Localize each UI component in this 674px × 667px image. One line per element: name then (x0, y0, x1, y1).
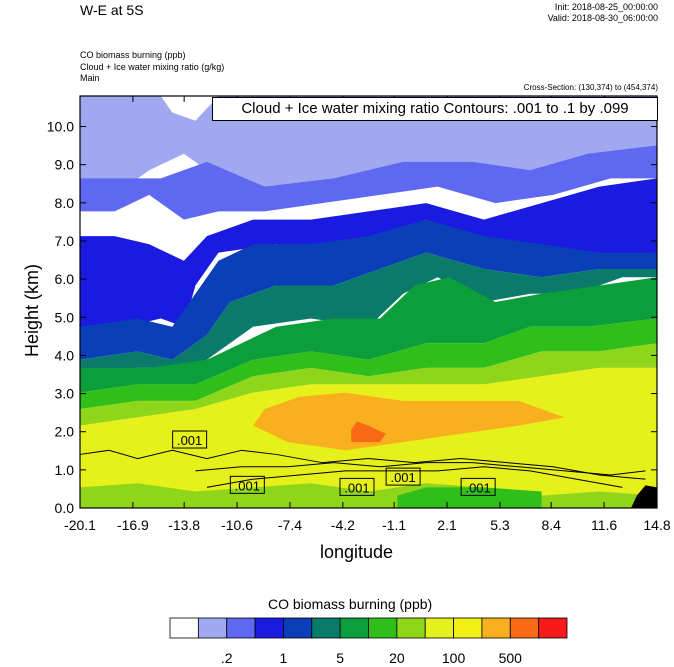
co-band-10 (351, 421, 386, 443)
valid-time: Valid: 2018-08-30_06:00:00 (547, 13, 658, 23)
co-band-7 (80, 343, 657, 426)
contour-label: .001 (465, 480, 490, 495)
colorbar-swatch (424, 617, 454, 639)
x-tick-label: 5.3 (490, 517, 510, 533)
co-band-12 (397, 487, 542, 508)
colorbar-title: CO biomass burning (ppb) (268, 596, 433, 612)
colorbar-label: 5 (336, 650, 344, 666)
cross-section-label: Cross-Section: (130,374) to (454,374) (523, 83, 658, 92)
colorbar-swatch (509, 617, 540, 639)
x-axis-label: longitude (320, 542, 394, 562)
y-tick-label: 4.0 (55, 347, 75, 363)
contour-info-box: Cloud + Ice water mixing ratio Contours:… (212, 97, 658, 121)
co-band-3 (80, 219, 657, 360)
y-tick-label: 5.0 (55, 309, 75, 325)
contour-label-box (385, 467, 421, 486)
colorbar-swatch (283, 617, 313, 639)
colorbar-label: 500 (499, 650, 523, 666)
plot-frame (79, 95, 658, 509)
plot-title: W-E at 5S (80, 2, 144, 18)
contour-label: .001 (235, 478, 260, 493)
y-tick-label: 9.0 (55, 157, 75, 173)
y-tick-label: 2.0 (55, 424, 75, 440)
colorbar-label: 100 (442, 650, 466, 666)
colorbar-label: 20 (389, 650, 405, 666)
x-tick-label: -7.4 (278, 517, 302, 533)
x-tick-label: -13.8 (168, 517, 200, 533)
y-tick-label: 1.0 (55, 462, 75, 478)
terrain (631, 485, 657, 508)
contour-label-box (460, 477, 496, 496)
contour-label-box (339, 477, 375, 496)
x-tick-label: -20.1 (64, 517, 96, 533)
cloud-contour-1 (206, 466, 623, 488)
contour-label-box (172, 430, 208, 449)
contour-label-box (229, 475, 265, 494)
colorbar-label: 1 (280, 650, 288, 666)
y-tick-label: 3.0 (55, 386, 75, 402)
x-tick-label: -16.9 (117, 517, 149, 533)
x-tick-label: -1.1 (382, 517, 406, 533)
colorbar-swatch (226, 617, 256, 639)
y-tick-label: 6.0 (55, 271, 75, 287)
init-time: Init: 2018-08-25_00:00:00 (554, 2, 658, 12)
colorbar-swatch (538, 617, 568, 639)
co-band-6 (80, 318, 657, 410)
colorbar-swatch (368, 617, 398, 639)
contour-label: .001 (344, 480, 369, 495)
y-tick-label: 7.0 (55, 233, 75, 249)
y-tick-label: 0.0 (55, 500, 75, 516)
colorbar-swatch (339, 617, 369, 639)
y-tick-label: 8.0 (55, 195, 75, 211)
field-label-co: CO biomass burning (ppb) (80, 50, 186, 60)
x-tick-label: -4.2 (331, 517, 355, 533)
colorbar-swatch (481, 617, 511, 639)
co-band-5 (80, 277, 657, 393)
co-band-4 (80, 252, 657, 377)
x-tick-label: -10.6 (221, 517, 253, 533)
x-tick-label: 14.8 (643, 517, 670, 533)
y-axis-label: Height (km) (22, 263, 43, 358)
colorbar-swatch (311, 617, 341, 639)
field-label-cloud: Cloud + Ice water mixing ratio (g/kg) (80, 62, 225, 72)
colorbar-swatch (453, 617, 483, 639)
colorbar-swatch (197, 617, 228, 639)
x-tick-label: 8.4 (541, 517, 561, 533)
contour-label: .001 (177, 433, 202, 448)
colorbar-swatch (169, 617, 199, 639)
colorbar-label: .2 (221, 650, 233, 666)
x-tick-label: 2.1 (437, 517, 457, 533)
cloud-contour-0 (79, 449, 646, 480)
cloud-contour-2 (195, 462, 646, 476)
field-label-main: Main (80, 73, 100, 83)
colorbar-swatch (254, 617, 284, 639)
contour-label: .001 (390, 470, 415, 485)
co-band-9 (253, 392, 565, 451)
x-tick-label: 11.6 (591, 517, 617, 533)
co-band-1 (80, 145, 657, 220)
co-band-2 (80, 178, 657, 344)
y-tick-label: 10.0 (47, 119, 74, 135)
colorbar-swatch (396, 617, 426, 639)
